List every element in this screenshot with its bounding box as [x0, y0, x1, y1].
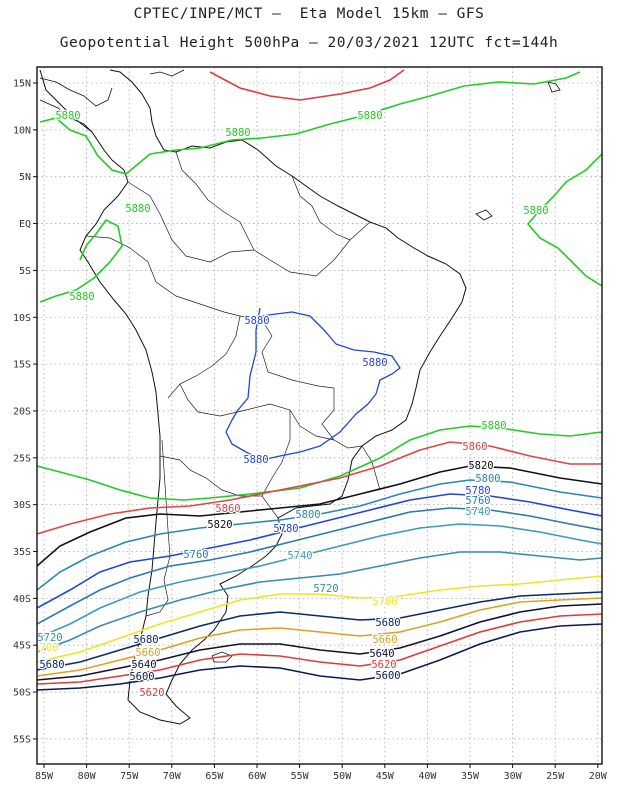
- contour-label-5600: 5600: [129, 671, 154, 683]
- contour-label-5680: 5680: [39, 659, 64, 671]
- lon-tick-label: 80W: [78, 771, 97, 782]
- contour-5640: [37, 603, 602, 681]
- contour-5900: [209, 69, 405, 101]
- contour-label-5880: 5880: [244, 315, 269, 327]
- contour-label-5880: 5880: [243, 454, 268, 466]
- contour-5740: [37, 523, 602, 639]
- contour-label-5660: 5660: [372, 634, 397, 646]
- lat-tick-label: 30S: [13, 500, 31, 511]
- lon-tick-label: 45W: [376, 771, 395, 782]
- lon-tick-label: 55W: [291, 771, 310, 782]
- lat-tick-label: 40S: [13, 594, 31, 605]
- contour-5760: [37, 507, 602, 625]
- contour-label-5860: 5860: [462, 441, 487, 453]
- lon-tick-label: 35W: [461, 771, 480, 782]
- lon-tick-label: 25W: [546, 771, 565, 782]
- contour-label-5880: 5880: [481, 420, 506, 432]
- lon-tick-label: 20W: [589, 771, 608, 782]
- contour-5860: [37, 441, 602, 535]
- contour-label-5660: 5660: [135, 647, 160, 659]
- contour-label-5600: 5600: [375, 670, 400, 682]
- contour-label-5720: 5720: [313, 583, 338, 595]
- contour-label-5800: 5800: [295, 509, 320, 521]
- contour-label-5860: 5860: [215, 503, 240, 515]
- contour-label-5680: 5680: [133, 634, 158, 646]
- contour-5880-west: [39, 218, 123, 303]
- contour-label-5780: 5780: [465, 485, 490, 497]
- islands: [211, 81, 561, 663]
- lat-tick-label: 10N: [13, 125, 31, 136]
- contour-label-5880: 5880: [523, 205, 548, 217]
- contour-label-5760: 5760: [465, 495, 490, 507]
- contour-5880-east: [526, 153, 602, 287]
- axis-ticks: 15N10N5NEQ5S10S15S20S25S30S35S40S45S50S5…: [13, 79, 608, 783]
- contour-label-5740: 5740: [465, 506, 490, 518]
- contour-5660: [37, 597, 602, 677]
- lat-tick-label: 25S: [13, 453, 31, 464]
- contour-label-5680: 5680: [375, 617, 400, 629]
- contour-label-5820: 5820: [207, 519, 232, 531]
- contour-5700: [37, 575, 602, 663]
- contour-lines: [37, 69, 602, 691]
- contour-5620: [37, 613, 602, 685]
- contour-5720: [37, 551, 602, 653]
- contour-label-5640: 5640: [131, 659, 156, 671]
- lat-tick-label: 15N: [13, 79, 31, 90]
- contour-5820: [37, 465, 602, 567]
- lon-tick-label: 50W: [333, 771, 352, 782]
- lat-tick-label: 15S: [13, 360, 31, 371]
- lat-tick-label: 45S: [13, 641, 31, 652]
- contour-label-5640: 5640: [369, 648, 394, 660]
- lon-tick-label: 75W: [120, 771, 139, 782]
- south-america-coastline: [39, 69, 467, 725]
- lat-tick-label: EQ: [19, 219, 31, 230]
- lat-tick-label: 35S: [13, 547, 31, 558]
- lon-tick-label: 85W: [35, 771, 54, 782]
- contour-label-5880: 5880: [125, 203, 150, 215]
- contour-label-5760: 5760: [183, 549, 208, 561]
- contour-5880-land: [225, 307, 401, 461]
- contour-5680: [37, 591, 602, 671]
- contour-label-5880: 5880: [362, 357, 387, 369]
- contour-labels: 5880 5880 5880 5880 5880 5880 5880 5880 5880 5880…: [33, 109, 550, 701]
- lat-tick-label: 5N: [19, 172, 31, 183]
- contour-label-5700: 5700: [372, 596, 397, 608]
- lat-tick-label: 10S: [13, 313, 31, 324]
- lon-tick-label: 70W: [163, 771, 182, 782]
- contour-label-5620: 5620: [139, 687, 164, 699]
- contour-label-5880: 5880: [55, 110, 80, 122]
- central-america-coast: [39, 69, 185, 133]
- contour-5800: [37, 479, 602, 591]
- lon-tick-label: 30W: [504, 771, 523, 782]
- lat-tick-label: 5S: [19, 266, 31, 277]
- chart-title-line-1: CPTEC/INPE/MCT – Eta Model 15km – GFS: [133, 6, 485, 22]
- contour-label-5620: 5620: [371, 659, 396, 671]
- contour-label-5700: 5700: [33, 642, 58, 654]
- lat-tick-label: 20S: [13, 406, 31, 417]
- map-frame: [36, 66, 603, 765]
- lon-tick-label: 40W: [418, 771, 437, 782]
- contour-label-5880: 5880: [357, 110, 382, 122]
- contour-5780: [37, 493, 602, 609]
- contour-5880-north: [39, 71, 581, 175]
- chart-title-line-2: Geopotential Height 500hPa – 20/03/2021 …: [59, 35, 559, 51]
- lat-tick-label: 55S: [13, 734, 31, 745]
- contour-label-5720: 5720: [37, 632, 62, 644]
- contour-label-5800: 5800: [475, 473, 500, 485]
- lon-tick-label: 60W: [248, 771, 267, 782]
- lon-tick-label: 65W: [205, 771, 224, 782]
- lat-tick-label: 50S: [13, 688, 31, 699]
- contour-label-5780: 5780: [273, 523, 298, 535]
- contour-5600: [37, 623, 602, 691]
- contour-label-5880: 5880: [69, 291, 94, 303]
- contour-label-5740: 5740: [287, 550, 312, 562]
- contour-label-5820: 5820: [468, 460, 493, 472]
- contour-label-5880: 5880: [225, 127, 250, 139]
